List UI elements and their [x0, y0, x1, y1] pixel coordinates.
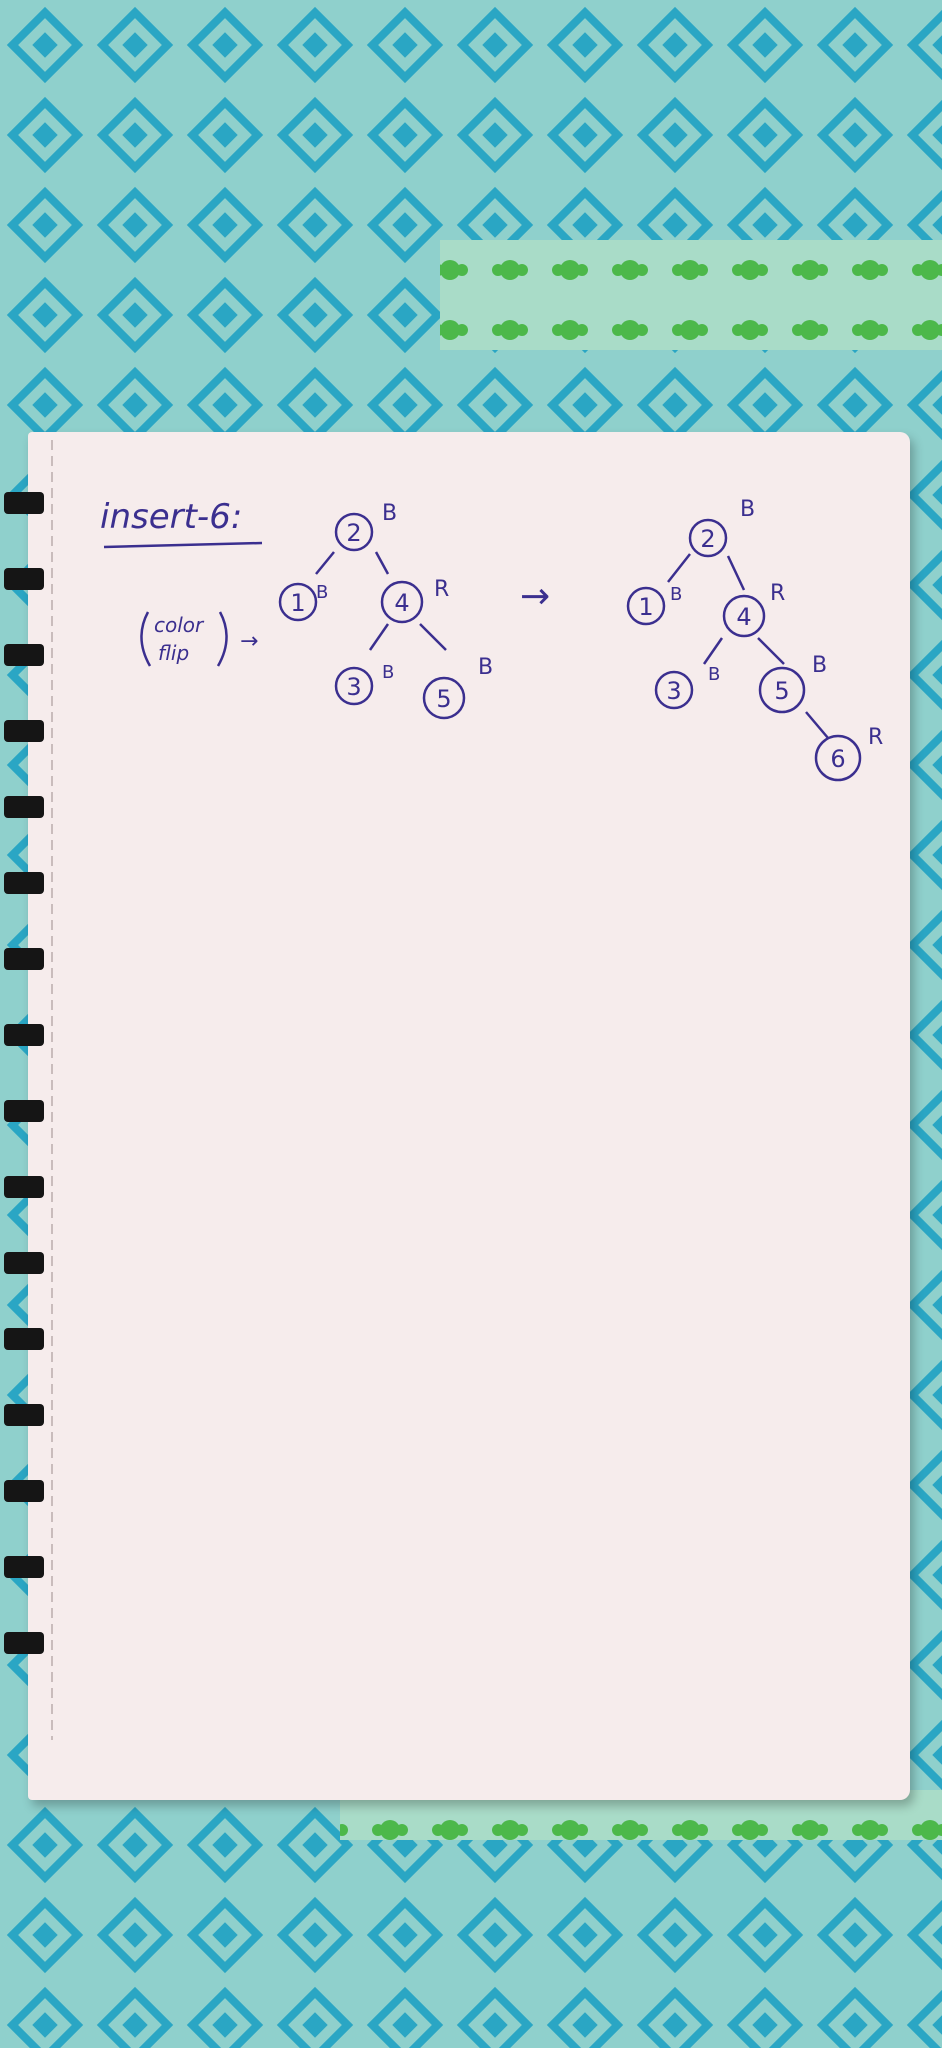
node-before-4-color: R [434, 577, 449, 602]
node-before-3-color: B [382, 662, 394, 683]
node-before-2-circle [334, 512, 374, 552]
node-after-3-color: B [708, 664, 720, 685]
node-after-3-key: 3 [666, 677, 681, 705]
node-before-1-color: B [316, 582, 328, 603]
node-after-6-circle [814, 734, 862, 782]
node-after-1-circle [626, 586, 666, 626]
node-after-1-color: B [670, 584, 682, 605]
node-after-4-circle [722, 594, 766, 638]
side-note-line1: color [154, 613, 205, 637]
node-after-5-color: B [812, 653, 827, 678]
node-before-3-circle [334, 666, 374, 706]
node-before-2-key: 2 [346, 519, 361, 547]
node-after-2-key: 2 [700, 525, 715, 553]
node-after-3-circle [654, 670, 694, 710]
tree-after [626, 518, 862, 782]
node-after-2-color: B [740, 497, 755, 522]
notebook-page [28, 432, 910, 1800]
node-before-3-key: 3 [346, 673, 361, 701]
node-after-2-circle [688, 518, 728, 558]
spiral-binding [4, 440, 53, 1740]
node-after-4-color: R [770, 581, 785, 606]
small-arrow: → [240, 629, 258, 654]
heading-text: insert-6: [100, 497, 242, 537]
node-after-4-key: 4 [736, 603, 751, 631]
side-note: color flip → [140, 611, 258, 667]
node-after-5-key: 5 [774, 677, 789, 705]
node-before-2-color: B [382, 501, 397, 526]
node-after-5-circle [758, 666, 806, 714]
heading-underline [103, 541, 263, 549]
tree-after-labels: 2 B 1 B 4 R 3 B 5 B 6 R [638, 497, 883, 773]
node-before-4-key: 4 [394, 589, 409, 617]
main-arrow: → [520, 576, 550, 617]
node-after-6-color: R [868, 725, 883, 750]
node-before-5-key: 5 [436, 685, 451, 713]
node-after-6-key: 6 [830, 745, 845, 773]
tree-before-labels: 2 B 1 B 4 R 3 B 5 B [290, 501, 493, 713]
node-before-5-color: B [478, 655, 493, 680]
node-before-1-key: 1 [290, 589, 305, 617]
node-after-1-key: 1 [638, 593, 653, 621]
tree-before [278, 512, 466, 720]
node-before-4-circle [380, 580, 424, 624]
node-before-5-circle [422, 676, 466, 720]
side-note-line2: flip [158, 641, 189, 665]
node-before-1-circle [278, 582, 318, 622]
